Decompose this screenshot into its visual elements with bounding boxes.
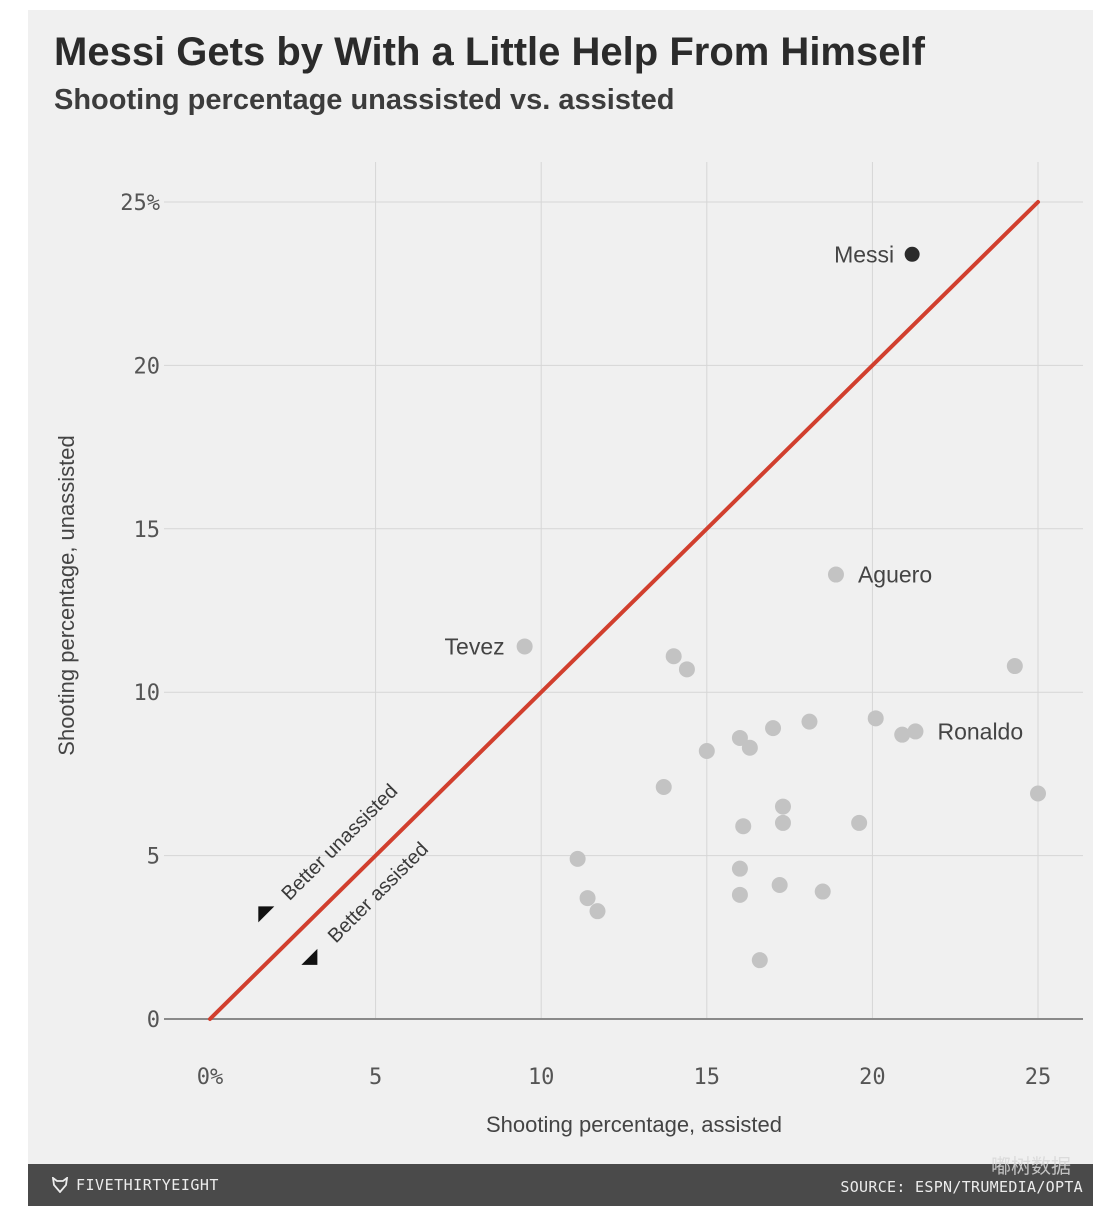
x-tick-label: 5 xyxy=(369,1065,382,1090)
data-point xyxy=(771,877,788,894)
data-point xyxy=(741,739,758,756)
point-messi xyxy=(904,246,920,262)
equality-line xyxy=(208,200,1040,1021)
x-tick-label: 25 xyxy=(1025,1065,1052,1090)
data-point xyxy=(655,778,672,795)
y-tick-label: 20 xyxy=(134,354,161,379)
y-tick-label: 0 xyxy=(147,1008,160,1033)
data-point xyxy=(579,890,596,907)
data-point xyxy=(731,729,748,746)
chart-subtitle: Shooting percentage unassisted vs. assis… xyxy=(54,84,675,116)
data-point xyxy=(774,798,791,815)
data-point xyxy=(774,814,791,831)
x-tick-label: 20 xyxy=(859,1065,886,1090)
data-point xyxy=(698,743,715,760)
data-point xyxy=(589,903,606,920)
data-point xyxy=(731,860,748,877)
y-tick-label: 10 xyxy=(134,681,161,706)
data-point xyxy=(814,883,831,900)
watermark: 嘟树数据 xyxy=(991,1154,1071,1178)
data-point xyxy=(765,720,782,737)
data-point xyxy=(801,713,818,730)
data-point xyxy=(735,818,752,835)
data-point xyxy=(751,952,768,969)
data-point xyxy=(731,886,748,903)
point-label-tevez: Tevez xyxy=(445,633,505,659)
x-tick-label: 0% xyxy=(197,1065,224,1090)
data-point xyxy=(894,726,911,743)
y-tick-label: 25% xyxy=(120,191,160,216)
data-point xyxy=(1006,658,1023,675)
data-point xyxy=(678,661,695,678)
data-point xyxy=(569,850,586,867)
chart-title: Messi Gets by With a Little Help From Hi… xyxy=(54,30,925,74)
data-point xyxy=(1030,785,1046,802)
point-label-ronaldo: Ronaldo xyxy=(937,718,1023,744)
brand-name: FIVETHIRTYEIGHT xyxy=(76,1176,219,1194)
arrow-down-right-icon xyxy=(301,948,318,965)
x-axis-label: Shooting percentage, assisted xyxy=(486,1112,782,1137)
brand: FIVETHIRTYEIGHT xyxy=(52,1176,219,1194)
data-point xyxy=(665,648,682,665)
fox-logo-icon xyxy=(52,1177,68,1193)
data-point xyxy=(867,710,884,727)
y-axis-label: Shooting percentage, unassisted xyxy=(54,435,79,755)
point-label-messi: Messi xyxy=(834,241,894,267)
y-tick-label: 15 xyxy=(134,518,161,543)
source-credit: SOURCE: ESPN/TRUMEDIA/OPTA xyxy=(840,1178,1083,1196)
x-tick-label: 15 xyxy=(694,1065,721,1090)
point-ronaldo xyxy=(907,723,924,740)
point-label-aguero: Aguero xyxy=(858,562,932,588)
scatter-plot: 0% 5 10 15 20 25 0 5 10 15 20 25% Shooting percentag… xyxy=(54,162,1083,1137)
x-tick-label: 10 xyxy=(528,1065,555,1090)
point-tevez xyxy=(516,638,533,655)
y-tick-label: 5 xyxy=(147,845,160,870)
chart-card: Messi Gets by With a Little Help From Hi… xyxy=(28,10,1093,1206)
point-aguero xyxy=(827,566,844,583)
data-point xyxy=(851,814,868,831)
arrow-up-left-icon xyxy=(258,906,275,923)
footer-bar: FIVETHIRTYEIGHT 嘟树数据 SOURCE: ESPN/TRUMED… xyxy=(28,1154,1093,1206)
